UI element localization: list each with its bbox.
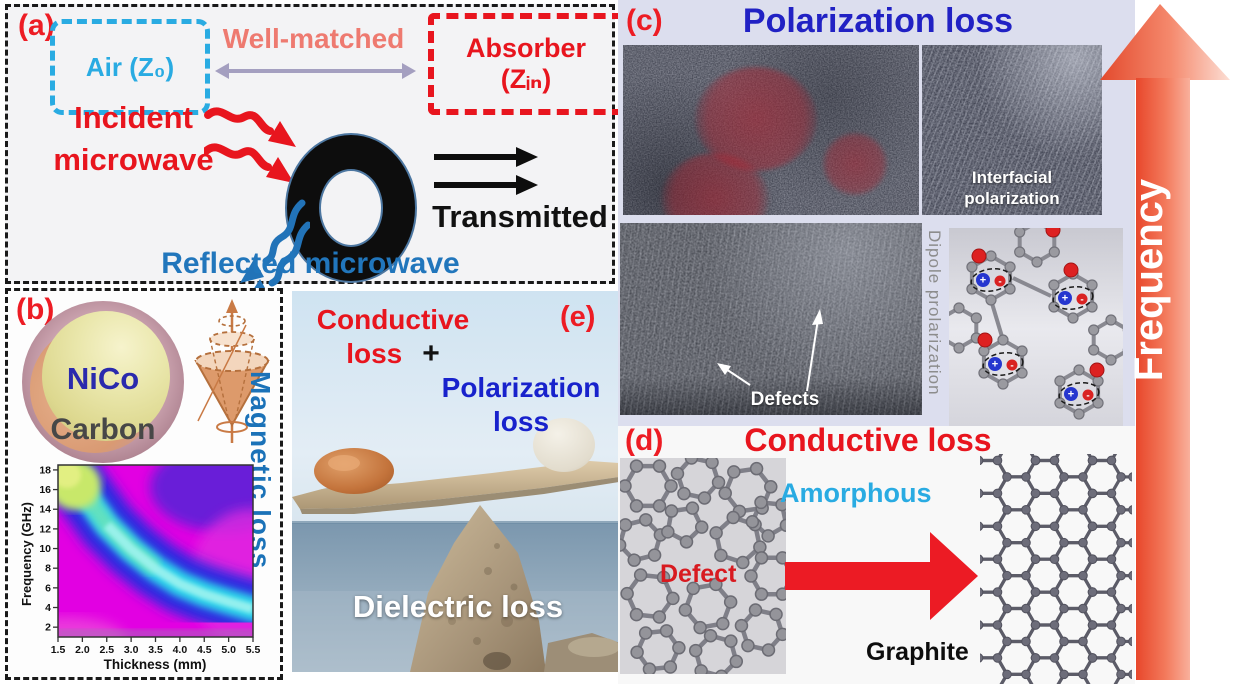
absorber-label-line2: (Zᵢₙ) [500, 64, 552, 94]
svg-text:4.0: 4.0 [173, 644, 188, 656]
nico-core-label: NiCo [66, 361, 140, 396]
defect-pointer-arrows-icon [717, 309, 823, 392]
white-stone [533, 418, 595, 472]
balance-stones-photo [292, 291, 620, 672]
svg-text:2.5: 2.5 [99, 644, 114, 656]
x-axis-label: Thickness (mm) [104, 657, 207, 672]
svg-text:6: 6 [45, 582, 51, 594]
svg-text:4: 4 [45, 602, 51, 614]
svg-text:-: - [1080, 295, 1083, 306]
interfacial-polarization-label: Interfacial polarization [964, 167, 1060, 208]
x-axis-ticks: 1.5 2.0 2.5 3.0 3.5 4.0 4.5 5.0 5.5 [51, 637, 261, 656]
amorphous-carbon-graphic [620, 458, 786, 674]
reflected-microwave-label: Reflected microwave [161, 247, 460, 280]
panel-e-dielectric-balance: Conductive loss + Polarization loss (e) … [292, 291, 620, 672]
svg-text:-: - [998, 277, 1001, 288]
carbon-shell-label: Carbon [50, 413, 156, 446]
frequency-arrow: Frequency [1100, 4, 1230, 680]
panel-e-label: (e) [560, 301, 596, 333]
svg-text:+: + [992, 359, 998, 371]
tem-image-nanoparticles [623, 45, 919, 215]
y-axis-label: Frequency (GHz) [20, 502, 34, 606]
svg-text:18: 18 [39, 464, 51, 476]
svg-text:4.5: 4.5 [197, 644, 212, 656]
amorphous-label: Amorphous [780, 478, 932, 508]
svg-text:3.0: 3.0 [124, 644, 139, 656]
polarization-loss-label: Polarization loss [441, 372, 601, 437]
svg-text:8: 8 [45, 563, 51, 575]
svg-text:1.5: 1.5 [51, 644, 66, 656]
y-axis-ticks: 2 4 6 8 10 12 14 16 18 [39, 464, 58, 634]
absorber-ring-icon [285, 133, 417, 283]
pedestal-rock [410, 505, 546, 672]
svg-text:-: - [1010, 361, 1013, 372]
matching-double-arrow-icon [215, 63, 416, 79]
defects-label: Defects [750, 389, 820, 410]
contour-plot: 1.5 2.0 2.5 3.0 3.5 4.0 4.5 5.0 5.5 2 4 6 8 10 12 14 16… [20, 464, 261, 672]
sphere-core [42, 311, 170, 441]
svg-text:14: 14 [39, 504, 51, 516]
svg-text:5.5: 5.5 [246, 644, 261, 656]
svg-text:+: + [1068, 389, 1074, 401]
transmitted-label: Transmitted [432, 199, 608, 234]
panel-d-conductive-loss: (d) Conductive loss Defect Amorphous Gra… [618, 422, 1135, 684]
graphite-lattice-graphic [980, 454, 1132, 684]
panel-d-label: (d) [625, 424, 664, 457]
balance-plank-stone [292, 461, 619, 509]
magnetic-precession-cone-icon [194, 299, 270, 443]
plus-sign: + [422, 336, 440, 370]
svg-text:10: 10 [39, 543, 51, 555]
svg-text:16: 16 [39, 484, 51, 496]
orange-stone [314, 448, 394, 494]
dipole-polarization-label: Dipole prolarization [925, 230, 944, 396]
panel-a-impedance-matching: (a) Air (Z₀) Well-matched Absorber (Zᵢₙ)… [5, 4, 624, 301]
tem-image-lattice: Interfacial polarization [922, 45, 1102, 215]
svg-text:12: 12 [39, 523, 51, 535]
conductive-loss-label: Conductive loss + [316, 304, 470, 370]
panel-d-title: Conductive loss [744, 422, 992, 458]
svg-text:2: 2 [45, 622, 51, 634]
absorber-label-line1: Absorber [465, 32, 587, 63]
air-impedance-box: Air (Z₀) [50, 19, 210, 115]
incident-microwave-label: Incident microwave [53, 100, 214, 177]
panel-c-label: (c) [626, 4, 663, 37]
dipole-structure-graphic: + - + - + - + - [949, 228, 1123, 430]
panel-a-label: (a) [18, 9, 55, 42]
frequency-arrowhead-icon [1100, 4, 1230, 80]
tem-image-defects: Defects [620, 223, 922, 415]
dielectric-loss-label: Dielectric loss [352, 589, 564, 624]
defect-label: Defect [660, 560, 737, 588]
frequency-label: Frequency [1127, 178, 1171, 381]
absorber-impedance-box: Absorber (Zᵢₙ) [428, 13, 624, 115]
panel-b-magnetic-loss: (b) NiCo Carbon Magnetic loss [5, 288, 283, 680]
air-impedance-label: Air (Z₀) [85, 51, 175, 82]
svg-text:+: + [1062, 293, 1068, 305]
panel-c-title: Polarization loss [742, 2, 1014, 40]
svg-text:5.0: 5.0 [221, 644, 236, 656]
svg-text:3.5: 3.5 [148, 644, 163, 656]
graphite-label: Graphite [866, 638, 969, 666]
transmitted-arrows-icon [434, 147, 538, 195]
svg-text:-: - [1086, 391, 1089, 402]
panel-b-label: (b) [16, 293, 55, 326]
incident-wave-arrows-icon [204, 107, 296, 183]
red-transition-arrow-icon [785, 532, 978, 620]
panel-c-polarization-loss: (c) Polarization loss Interfacial polari… [618, 0, 1135, 430]
svg-text:2.0: 2.0 [75, 644, 90, 656]
well-matched-label: Well-matched [222, 23, 405, 54]
svg-text:+: + [980, 275, 986, 287]
nico-particle-highlight [823, 133, 887, 195]
